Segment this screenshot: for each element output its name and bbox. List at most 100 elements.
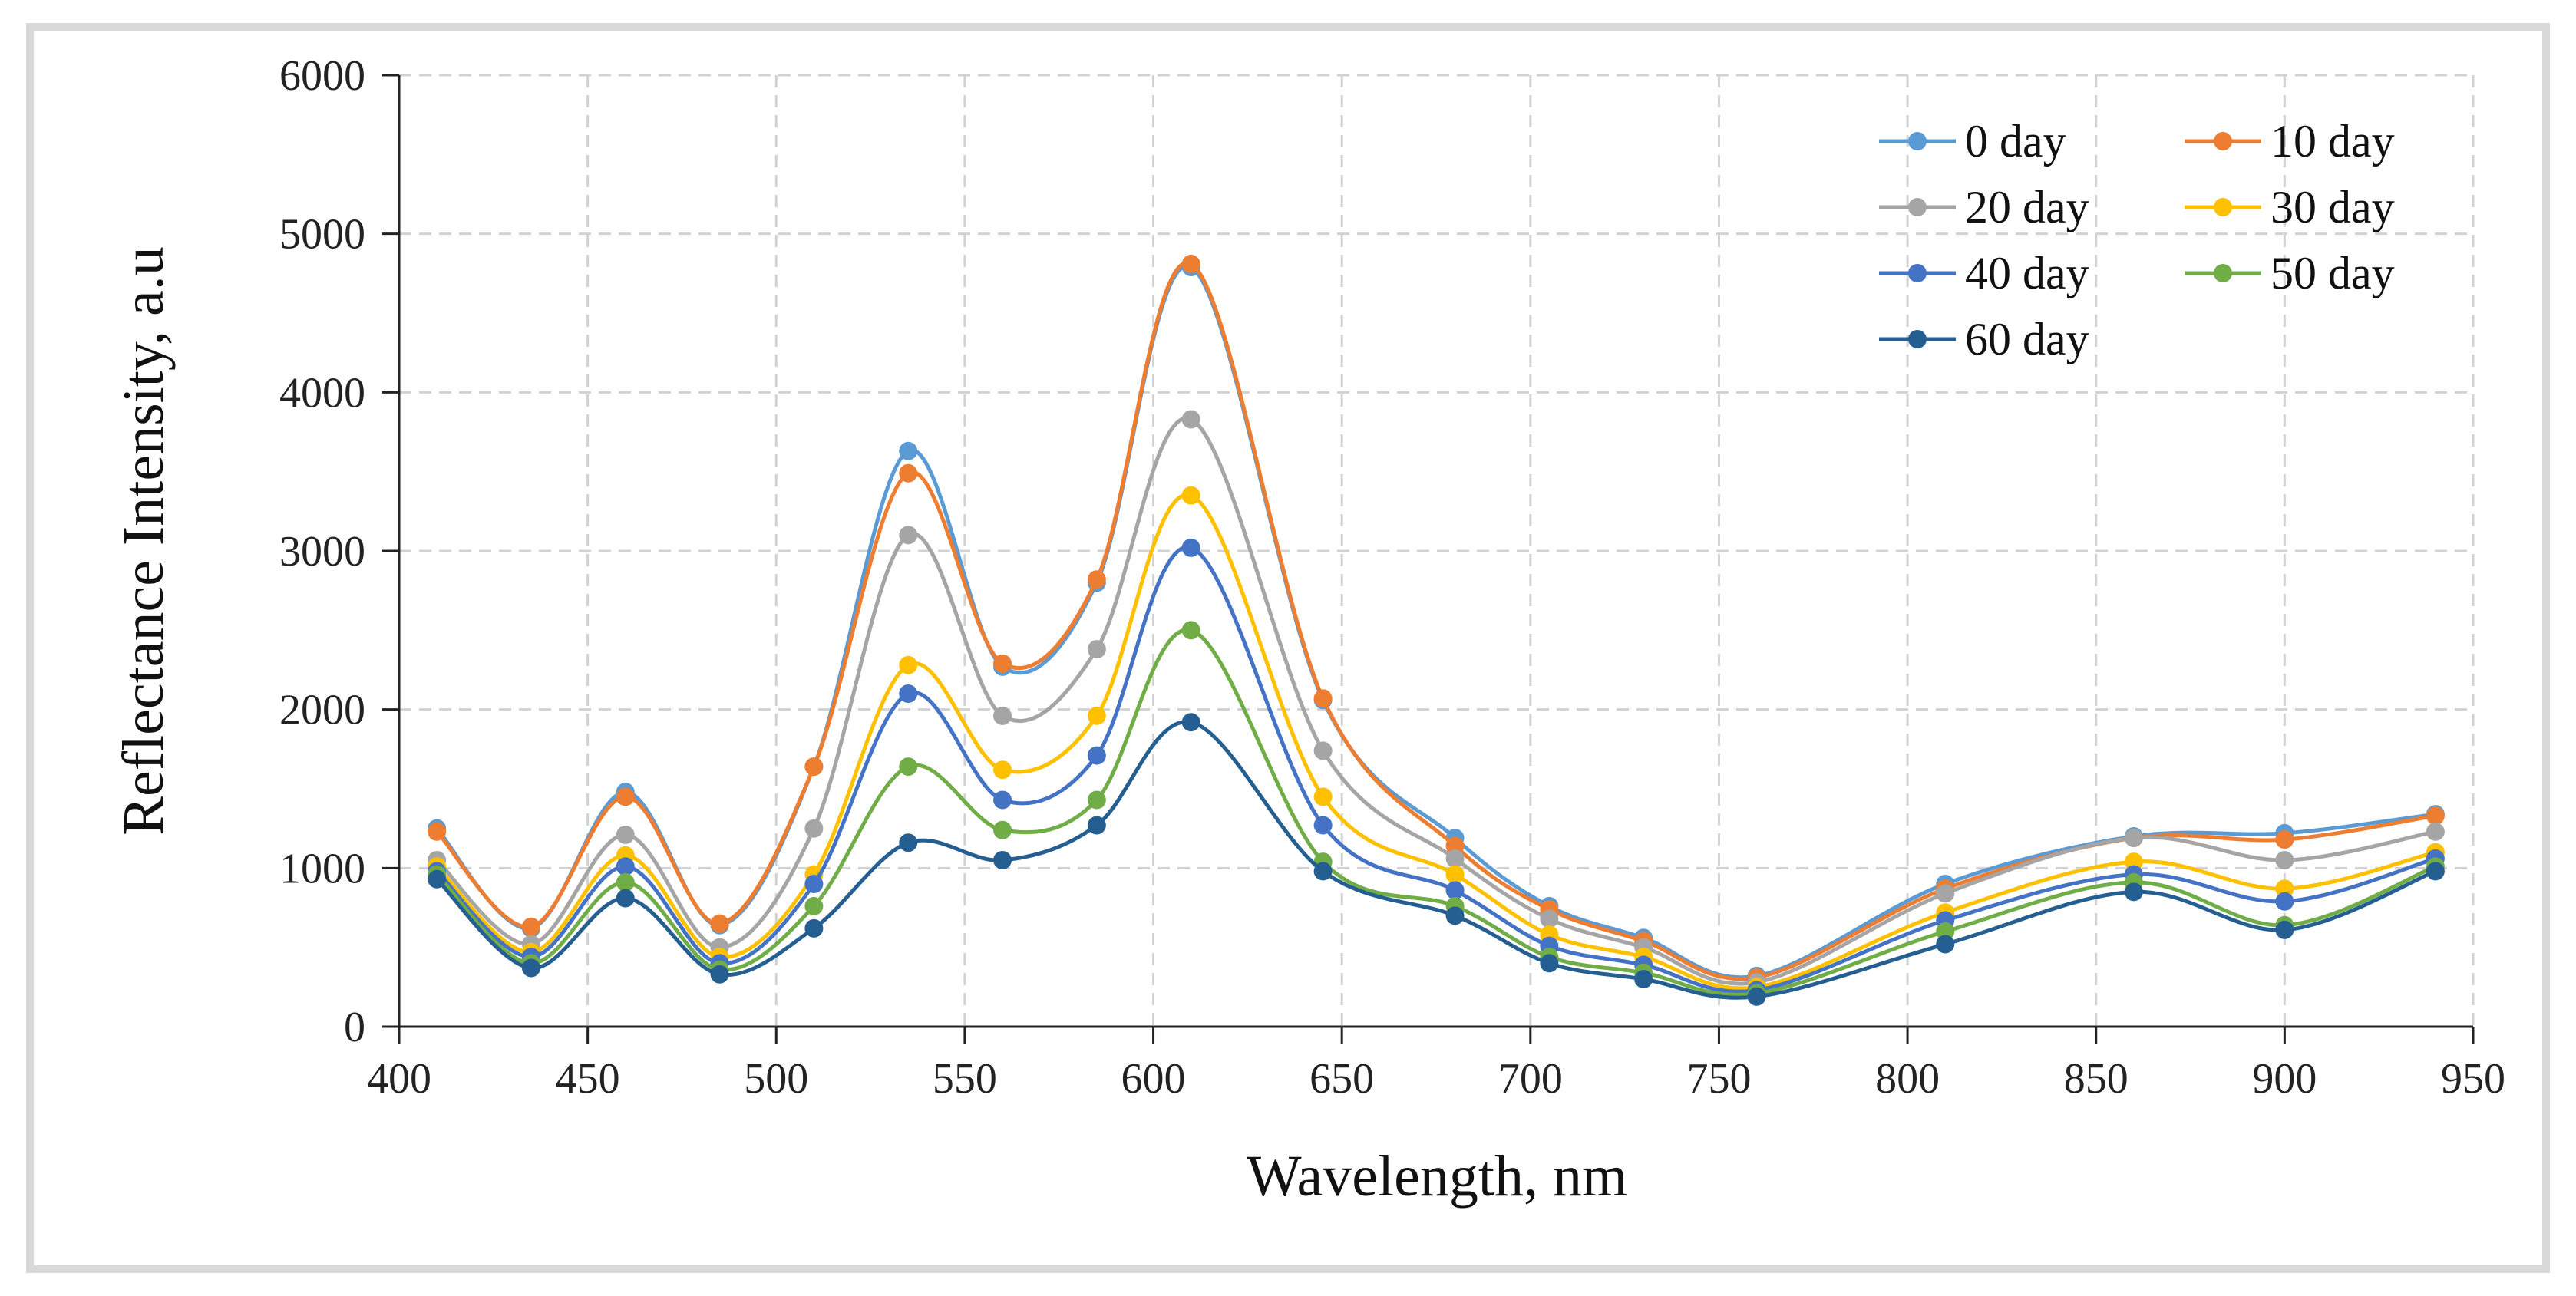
- data-point: [1445, 865, 1465, 884]
- data-point: [428, 869, 447, 889]
- x-tick-label: 800: [1875, 1055, 1940, 1103]
- data-point: [521, 958, 540, 978]
- legend-swatch-marker: [2214, 264, 2232, 282]
- data-point: [1181, 254, 1200, 273]
- data-point: [899, 757, 918, 777]
- data-point: [899, 441, 918, 460]
- data-point: [1540, 909, 1559, 928]
- data-point: [993, 820, 1012, 839]
- data-point: [1181, 621, 1200, 640]
- x-tick-label: 750: [1686, 1055, 1751, 1103]
- data-point: [1181, 538, 1200, 557]
- x-tick-label: 850: [2064, 1055, 2129, 1103]
- data-point: [804, 896, 824, 915]
- data-point: [993, 654, 1012, 673]
- y-tick-label: 0: [344, 1004, 365, 1051]
- data-point: [993, 790, 1012, 810]
- y-tick-label: 6000: [279, 52, 365, 100]
- legend-label: 40 day: [1965, 248, 2089, 298]
- data-point: [993, 851, 1012, 869]
- data-point: [1313, 862, 1333, 881]
- data-point: [2275, 892, 2294, 911]
- data-point: [1313, 689, 1333, 708]
- data-point: [2275, 879, 2294, 899]
- series-line: [434, 628, 2438, 997]
- data-point: [1087, 570, 1106, 589]
- y-tick-label: 2000: [279, 687, 365, 734]
- data-point: [1634, 970, 1653, 988]
- y-tick-label: 1000: [279, 845, 365, 892]
- series-line: [434, 545, 2438, 994]
- legend-label: 50 day: [2271, 248, 2395, 298]
- legend-swatch-marker: [1908, 330, 1927, 348]
- data-point: [616, 825, 635, 844]
- data-point: [804, 819, 824, 838]
- data-point: [2275, 851, 2294, 869]
- data-point: [899, 526, 918, 545]
- chart-frame: [26, 23, 2550, 1273]
- x-tick-label: 500: [744, 1055, 808, 1103]
- legend-entry: 10 day: [2185, 116, 2395, 167]
- legend-swatch-marker: [2214, 132, 2232, 150]
- data-point: [1181, 486, 1200, 505]
- data-point: [993, 706, 1012, 725]
- y-axis-title: Reflectance Intensity, a.u: [111, 246, 176, 835]
- data-point: [804, 757, 824, 777]
- legend-entry: 30 day: [2185, 182, 2395, 232]
- data-point: [899, 655, 918, 674]
- data-point: [1936, 884, 1955, 903]
- data-point: [1445, 881, 1465, 900]
- data-point: [2124, 829, 2143, 848]
- data-point: [2426, 862, 2445, 881]
- legend-label: 20 day: [1965, 182, 2089, 232]
- data-point: [1087, 790, 1106, 810]
- data-point: [1087, 640, 1106, 659]
- data-point: [710, 914, 729, 933]
- data-point: [1747, 987, 1766, 1006]
- data-point: [1313, 787, 1333, 806]
- data-point: [1087, 746, 1106, 765]
- series-group: [428, 254, 2445, 1006]
- data-point: [1087, 816, 1106, 835]
- data-point: [1313, 816, 1333, 835]
- legend-entry: 40 day: [1879, 248, 2089, 298]
- data-point: [428, 822, 447, 841]
- data-point: [1445, 836, 1465, 856]
- data-point: [710, 965, 729, 984]
- x-tick-label: 550: [933, 1055, 997, 1103]
- data-point: [1181, 713, 1200, 732]
- legend-label: 10 day: [2271, 116, 2395, 167]
- legend-label: 0 day: [1965, 116, 2066, 167]
- legend-swatch-marker: [1908, 264, 1927, 282]
- data-point: [2426, 806, 2445, 826]
- data-point: [1540, 954, 1559, 973]
- data-point: [899, 684, 918, 703]
- data-point: [2275, 830, 2294, 849]
- legend-entry: 50 day: [2185, 248, 2395, 298]
- data-point: [616, 889, 635, 908]
- x-tick-label: 450: [556, 1055, 620, 1103]
- legend-label: 30 day: [2271, 182, 2395, 232]
- series-20-day: [428, 410, 2445, 992]
- data-point: [1181, 410, 1200, 429]
- legend-entry: 20 day: [1879, 182, 2089, 232]
- x-axis-title: Wavelength, nm: [1247, 1144, 1627, 1209]
- series-line: [434, 720, 2438, 1000]
- data-point: [521, 917, 540, 936]
- legend-swatch-marker: [1908, 132, 1927, 150]
- x-tick-label: 650: [1309, 1055, 1374, 1103]
- data-point: [2124, 882, 2143, 902]
- data-point: [1936, 922, 1955, 941]
- data-point: [1445, 849, 1465, 868]
- data-point: [1313, 741, 1333, 760]
- x-tick-label: 400: [367, 1055, 431, 1103]
- data-point: [804, 918, 824, 938]
- x-tick-label: 600: [1121, 1055, 1186, 1103]
- data-point: [616, 787, 635, 806]
- axes: 0 1000 2000 3000 4000 5000 6000 400 450 500 550 600…: [279, 52, 2505, 1103]
- data-point: [616, 872, 635, 892]
- y-tick-label: 3000: [279, 528, 365, 575]
- y-tick-label: 4000: [279, 369, 365, 417]
- series-40-day: [428, 538, 2445, 1000]
